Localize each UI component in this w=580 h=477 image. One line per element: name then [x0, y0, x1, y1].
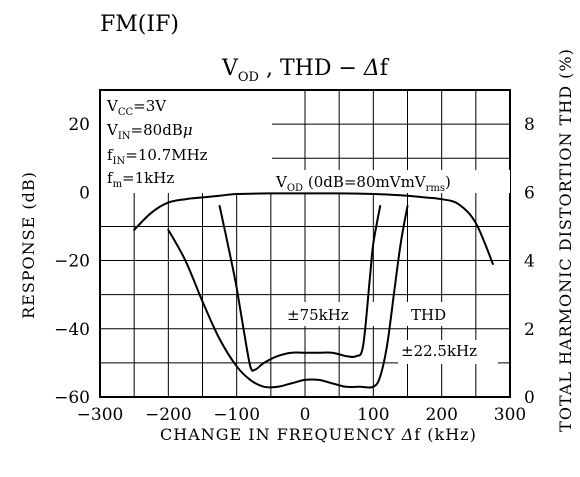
y-left-tick-labels: 20 0 −20 −40 −60: [54, 115, 90, 408]
conditions-text: VCC=3V VIN=80dBμ fIN=10.7MHz fm=1kHz: [106, 97, 208, 190]
svg-text:CHANGE IN FREQUENCY Δf (kH: CHANGE IN FREQUENCY Δf (kHz): [160, 425, 477, 444]
y-left-tick-label: −20: [54, 252, 90, 272]
x-axis-label: CHANGE IN FREQUENCY Δf (kHz): [160, 425, 477, 444]
y-left-axis-label: RESPONSE (dB): [19, 171, 38, 319]
conditions-box: [101, 91, 272, 193]
dev75-label-bg: [284, 302, 374, 326]
condition-vcc: VCC=3V: [106, 97, 167, 118]
y-right-tick-label: 2: [524, 320, 535, 340]
y-right-tick-label: 4: [524, 252, 535, 272]
chart-title: VOD , THD − Δf: [221, 56, 390, 85]
y-left-tick-label: −40: [54, 320, 90, 340]
x-tick-label: 0: [300, 405, 311, 425]
vod-label-bg: [272, 170, 510, 193]
thd-label: THD: [411, 306, 446, 324]
dev22-label-bg: [398, 340, 498, 364]
condition-fin: fIN=10.7MHz: [107, 146, 208, 167]
thd-75khz-curve: [218, 205, 382, 372]
thd-22khz-curve: [167, 205, 409, 389]
x-tick-label: −200: [145, 405, 192, 425]
thd-75-label: ±75kHz: [287, 306, 349, 324]
thd-label-bg: [404, 302, 464, 326]
y-right-tick-label: 6: [524, 183, 535, 203]
x-tick-label: −100: [213, 405, 260, 425]
chart-supertitle: FM(IF): [100, 12, 179, 37]
y-left-tick-label: 20: [68, 115, 90, 135]
plot-frame: [99, 89, 511, 398]
y-left-tick-label: −60: [54, 388, 90, 408]
vod-curve-label: VOD (0dB=80mVmVrms): [275, 173, 451, 194]
x-tick-label: 200: [425, 405, 457, 425]
y-right-tick-labels: 8 6 4 2 0: [524, 115, 535, 408]
x-tick-label: −300: [77, 405, 124, 425]
svg-text:VOD , THD − Δf: VOD , THD − Δf: [221, 56, 390, 85]
x-tick-label: 100: [357, 405, 389, 425]
vod-curve: [133, 192, 494, 265]
condition-fm: fm=1kHz: [107, 169, 174, 190]
y-right-tick-label: 8: [524, 115, 535, 135]
y-right-tick-label: 0: [524, 388, 535, 408]
series-layer: [133, 192, 494, 389]
y-left-tick-label: 0: [79, 183, 90, 203]
y-right-axis-label: TOTAL HARMONIC DISTORTION THD (%): [556, 48, 575, 432]
x-tick-labels: −300 −200 −100 0 100 200 300: [77, 405, 527, 425]
x-tick-label: 300: [494, 405, 526, 425]
thd-22-label: ±22.5kHz: [401, 342, 477, 360]
